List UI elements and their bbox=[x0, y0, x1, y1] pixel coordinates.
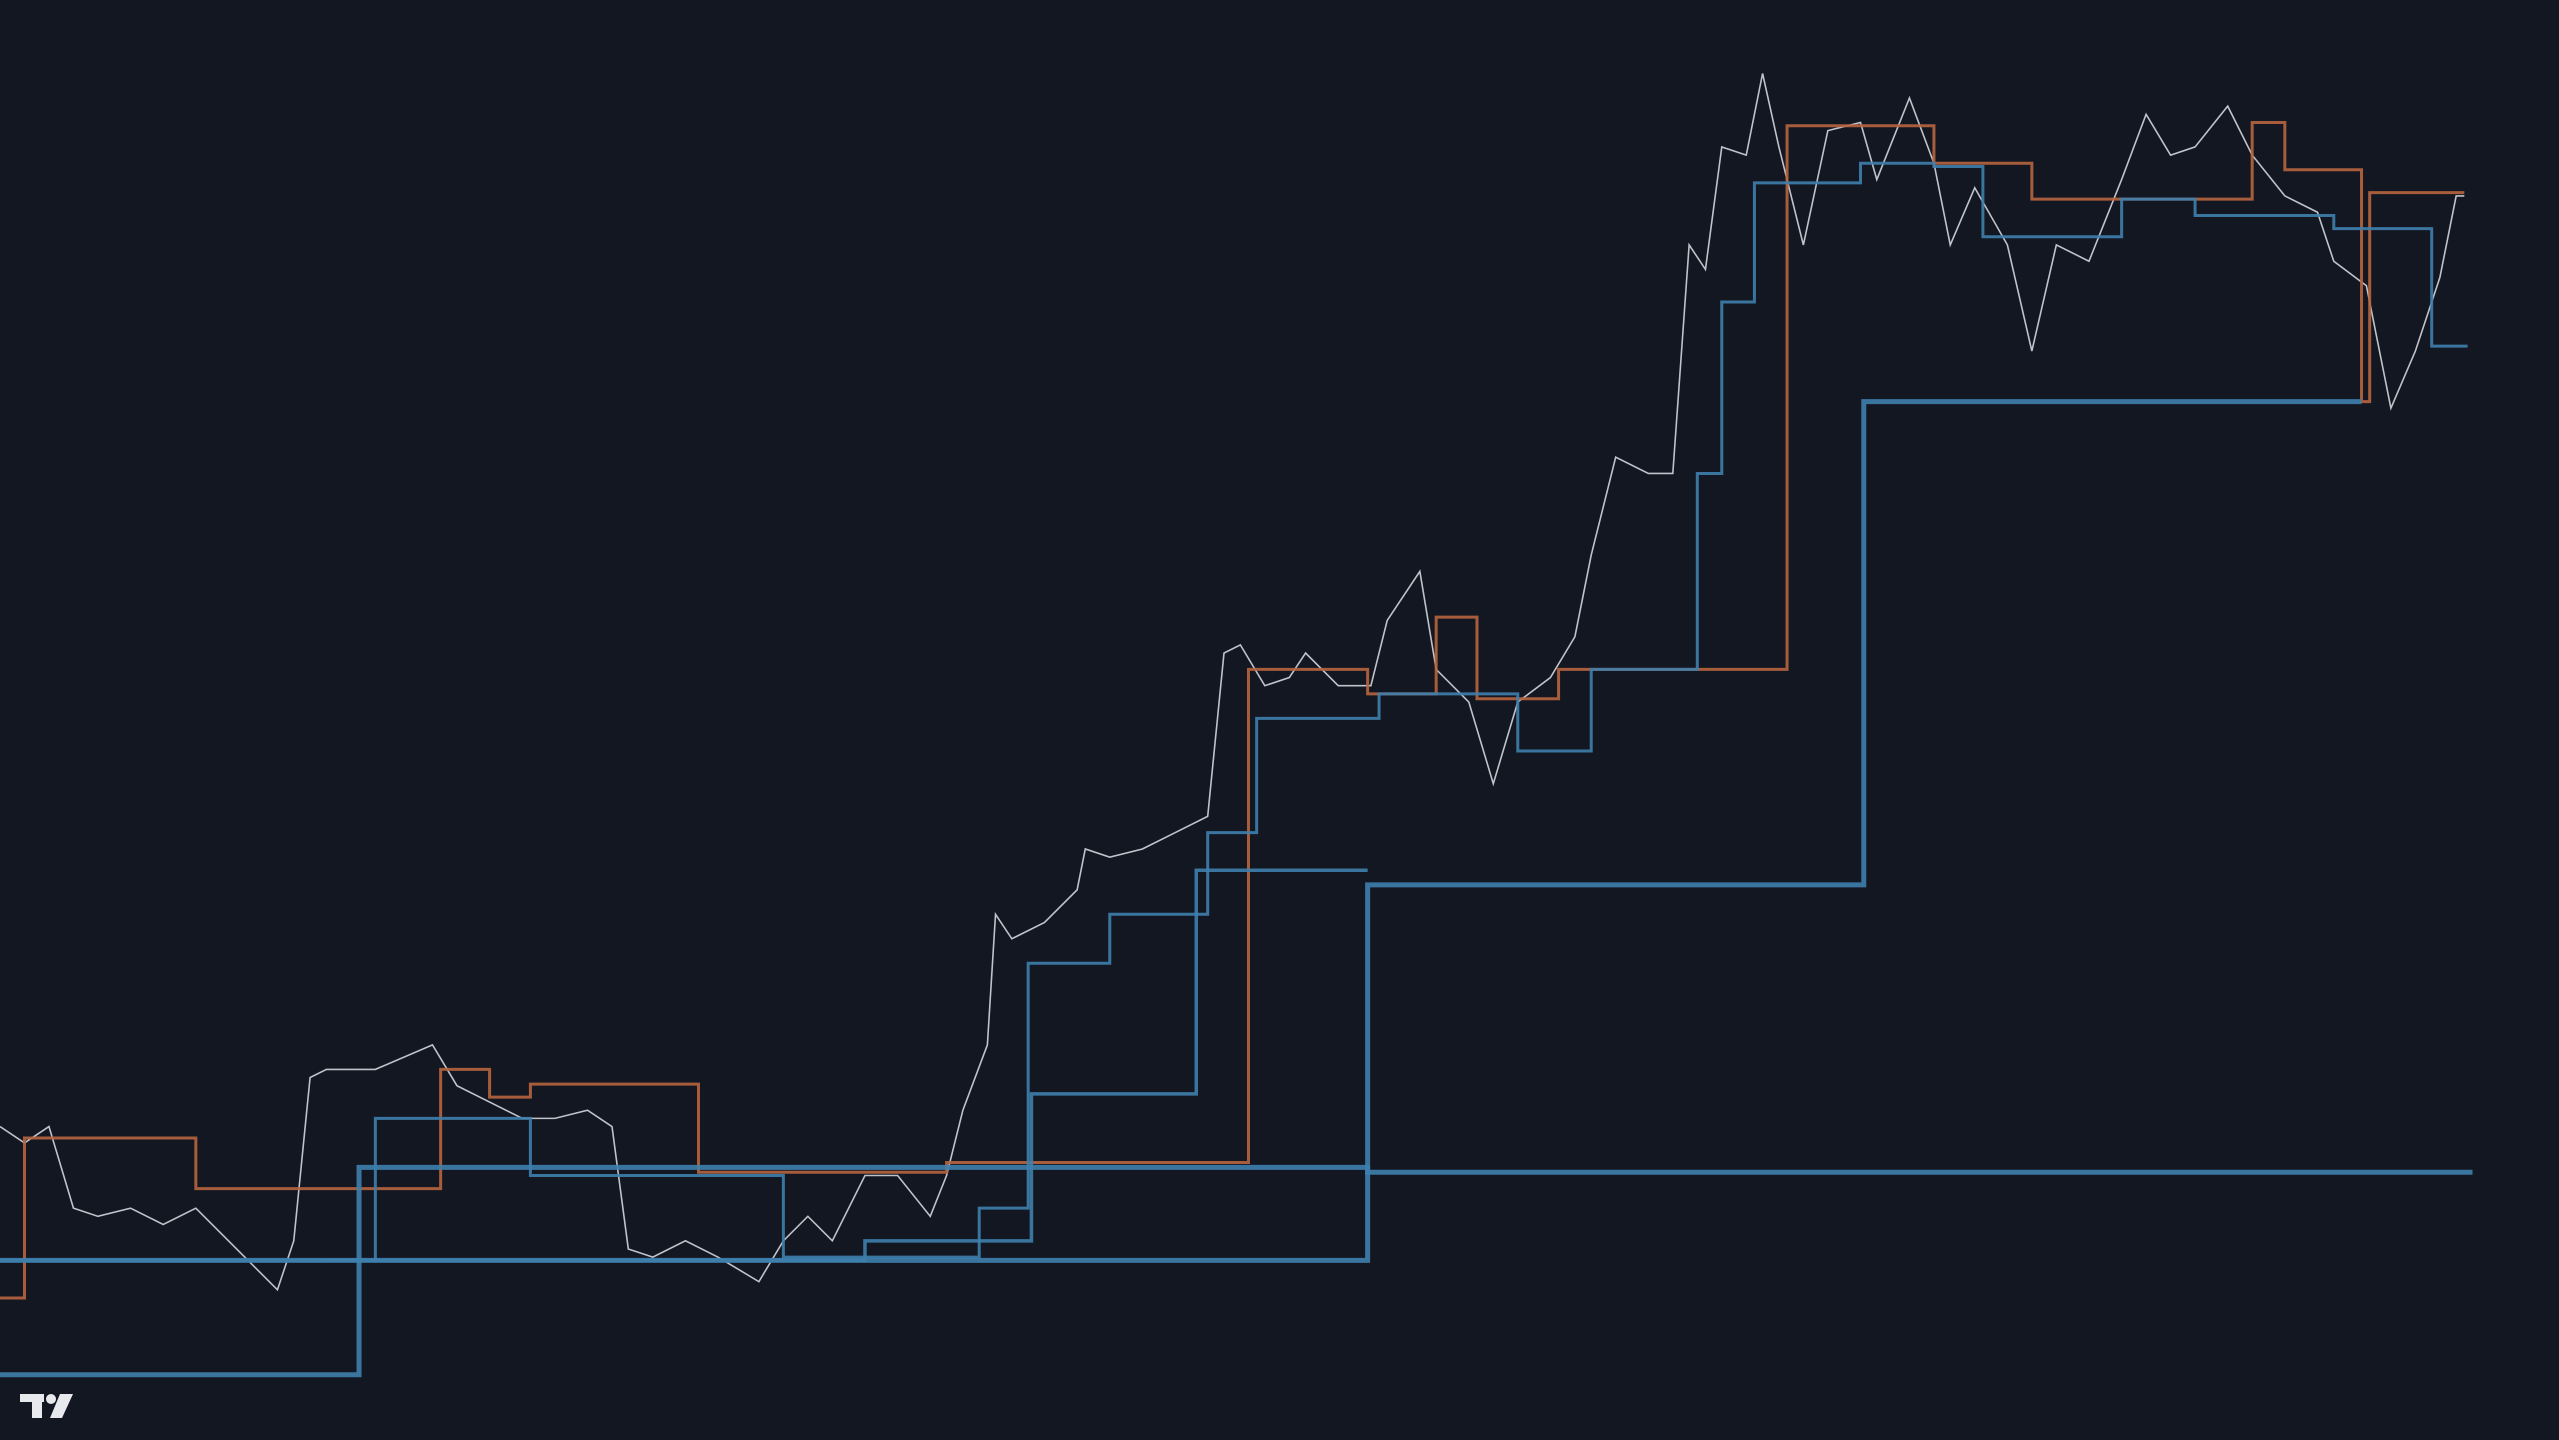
plot-area bbox=[0, 73, 2473, 1378]
step-line bbox=[0, 120, 2465, 1300]
logo-part bbox=[32, 1394, 42, 1418]
tradingview-logo[interactable] bbox=[20, 1394, 73, 1418]
step-line bbox=[0, 1164, 2473, 1378]
logo-part bbox=[46, 1394, 56, 1404]
step-line bbox=[0, 399, 2362, 1263]
step-line bbox=[326, 161, 2468, 1262]
logo-part bbox=[50, 1394, 73, 1418]
price-line bbox=[0, 73, 2465, 1292]
